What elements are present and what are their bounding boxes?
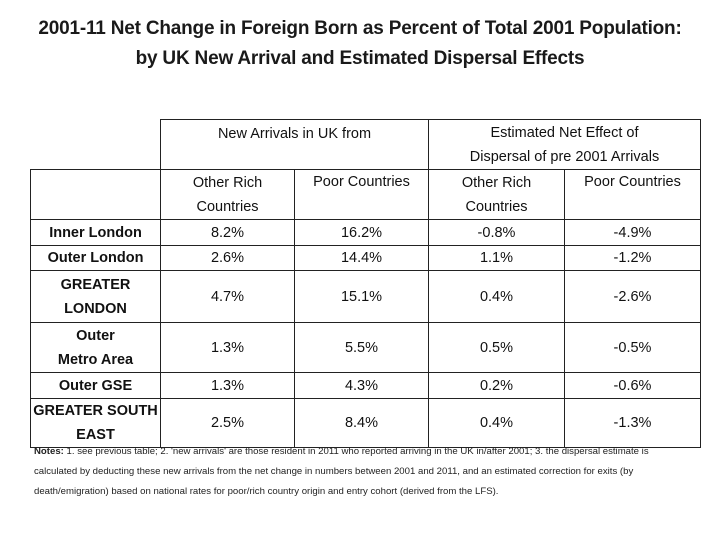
row-label: Outer London xyxy=(30,245,161,271)
blank-subheader-cell xyxy=(30,169,161,220)
page-title: 2001-11 Net Change in Foreign Born as Pe… xyxy=(38,18,682,39)
subheader-other-rich-dispersal: Other Rich Countries xyxy=(428,169,565,220)
cell-value: 15.1% xyxy=(294,270,429,323)
group-header-new-arrivals: New Arrivals in UK from xyxy=(160,119,429,170)
cell-value: 14.4% xyxy=(294,245,429,271)
cell-value: 16.2% xyxy=(294,219,429,246)
cell-value: -0.6% xyxy=(564,372,701,399)
table-row: Inner London 8.2% 16.2% -0.8% -4.9% xyxy=(30,219,701,246)
cell-value: -2.6% xyxy=(564,270,701,323)
row-label: Outer GSE xyxy=(30,372,161,399)
page-subtitle: by UK New Arrival and Estimated Dispersa… xyxy=(135,48,585,69)
cell-value: -0.8% xyxy=(428,219,565,246)
cell-value: 0.4% xyxy=(428,270,565,323)
table-row: GREATER LONDON 4.7% 15.1% 0.4% -2.6% xyxy=(30,270,701,323)
subheader-poor-arrivals: Poor Countries xyxy=(294,169,429,220)
table-row: Outer Metro Area 1.3% 5.5% 0.5% -0.5% xyxy=(30,322,701,373)
notes-label: Notes: xyxy=(34,446,64,457)
subheader-poor-dispersal: Poor Countries xyxy=(564,169,701,220)
cell-value: 0.2% xyxy=(428,372,565,399)
cell-value: 8.2% xyxy=(160,219,295,246)
cell-value: 4.7% xyxy=(160,270,295,323)
subheader-other-rich-arrivals: Other Rich Countries xyxy=(160,169,295,220)
row-label: Inner London xyxy=(30,219,161,246)
cell-value: 1.1% xyxy=(428,245,565,271)
table-row: Outer London 2.6% 14.4% 1.1% -1.2% xyxy=(30,245,701,271)
data-table: New Arrivals in UK from Estimated Net Ef… xyxy=(30,119,701,448)
corner-cell xyxy=(30,119,161,170)
cell-value: 1.3% xyxy=(160,322,295,373)
notes-text: 1. see previous table; 2. 'new arrivals'… xyxy=(34,446,649,497)
group-header-dispersal: Estimated Net Effect of Dispersal of pre… xyxy=(428,119,701,170)
row-label: GREATER LONDON xyxy=(30,270,161,323)
footnotes: Notes: 1. see previous table; 2. 'new ar… xyxy=(34,442,694,502)
cell-value: 2.6% xyxy=(160,245,295,271)
row-label: Outer Metro Area xyxy=(30,322,161,373)
cell-value: -4.9% xyxy=(564,219,701,246)
cell-value: 2.5% xyxy=(160,398,295,448)
row-label: GREATER SOUTH EAST xyxy=(30,398,161,448)
table-row: GREATER SOUTH EAST 2.5% 8.4% 0.4% -1.3% xyxy=(30,398,701,448)
cell-value: -0.5% xyxy=(564,322,701,373)
cell-value: 4.3% xyxy=(294,372,429,399)
cell-value: -1.2% xyxy=(564,245,701,271)
cell-value: 5.5% xyxy=(294,322,429,373)
cell-value: -1.3% xyxy=(564,398,701,448)
cell-value: 8.4% xyxy=(294,398,429,448)
cell-value: 0.4% xyxy=(428,398,565,448)
table-row: Outer GSE 1.3% 4.3% 0.2% -0.6% xyxy=(30,372,701,399)
cell-value: 0.5% xyxy=(428,322,565,373)
cell-value: 1.3% xyxy=(160,372,295,399)
